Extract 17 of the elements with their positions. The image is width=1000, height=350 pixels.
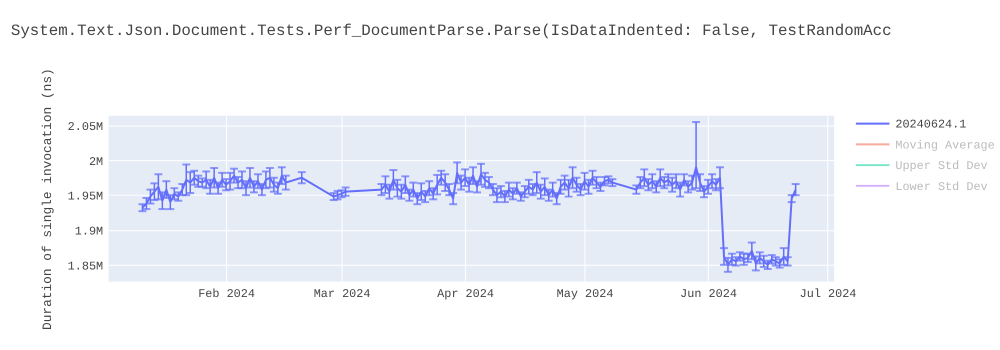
chart-title: System.Text.Json.Document.Tests.Perf_DocumentParse.Parse(IsDataIndented: False, TestRandomAcc bbox=[10, 22, 892, 40]
y-tick-label: 1.9M bbox=[74, 224, 104, 238]
legend-label: 20240624.1 bbox=[895, 118, 966, 132]
x-tick-label: May 2024 bbox=[556, 286, 614, 301]
legend-label: Lower Std Dev bbox=[895, 180, 988, 194]
y-axis-title: Duration of single invocation (ns) bbox=[40, 68, 55, 330]
y-tick-label: 1.95M bbox=[68, 190, 104, 204]
x-tick-label: Feb 2024 bbox=[198, 286, 255, 301]
y-tick-label: 1.85M bbox=[68, 259, 104, 274]
legend-label: Upper Std Dev bbox=[895, 159, 988, 174]
x-tick-label: Apr 2024 bbox=[437, 286, 494, 301]
y-tick-label: 2.05M bbox=[68, 120, 104, 134]
x-tick-label: Mar 2024 bbox=[314, 286, 370, 301]
x-tick-label: Jul 2024 bbox=[800, 286, 856, 301]
legend-label: Moving Average bbox=[895, 138, 995, 152]
x-tick-label: Jun 2024 bbox=[680, 286, 737, 301]
y-tick-label: 2M bbox=[88, 154, 104, 169]
